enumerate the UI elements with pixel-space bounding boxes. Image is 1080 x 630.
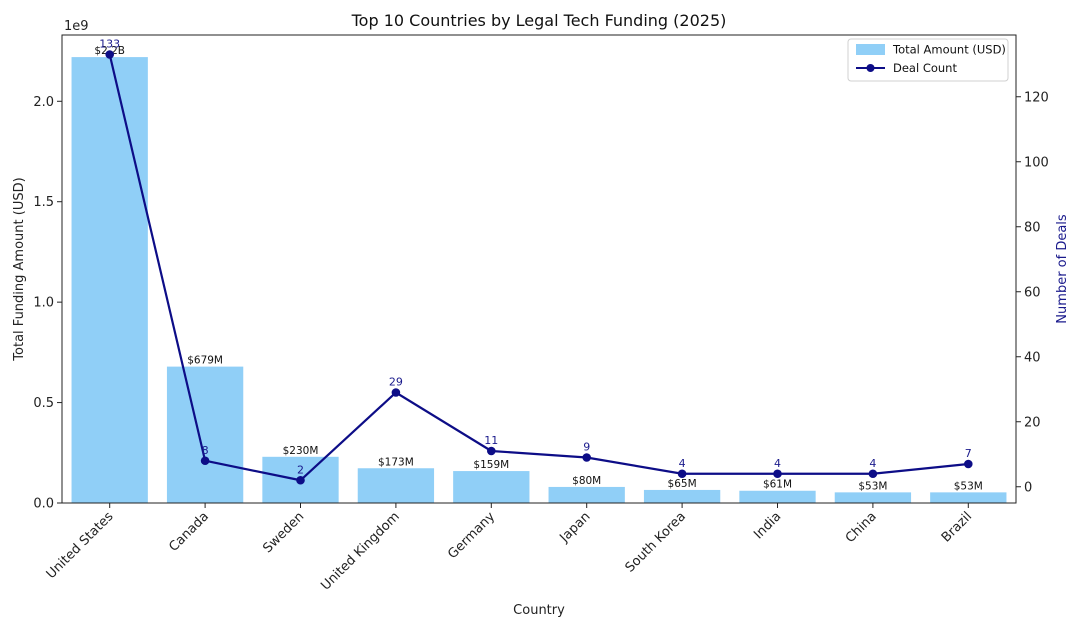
- deal-count-line-group: 133 8 2 29 11 9 4 4 4 7: [99, 38, 973, 485]
- x-tick-label: United States: [44, 509, 117, 582]
- x-tick-label: South Korea: [623, 509, 689, 575]
- deal-count-point-6: [677, 469, 687, 479]
- x-tick-label: China: [843, 509, 880, 546]
- deal-count-point-1: [200, 456, 210, 466]
- chart-title: Top 10 Countries by Legal Tech Funding (…: [351, 11, 727, 30]
- legend-entry-deal-count: Deal Count: [893, 61, 957, 75]
- x-tick-label: Sweden: [260, 509, 307, 556]
- bar-4: [453, 471, 530, 503]
- deal-count-label: 133: [99, 38, 120, 51]
- bar-value-label: $173M: [378, 456, 414, 468]
- deal-count-point-5: [582, 453, 591, 462]
- y-tick-label: 1.5: [33, 195, 54, 210]
- y2-tick-label: 0: [1024, 480, 1032, 495]
- x-tick-label: Germany: [445, 509, 498, 562]
- y-tick-label: 0.5: [33, 396, 54, 411]
- x-tick-label: United Kingdom: [318, 509, 402, 593]
- x-tick-label: India: [751, 509, 784, 542]
- bar-5: [548, 486, 625, 503]
- deal-count-label: 4: [869, 457, 876, 470]
- deal-count-label: 4: [774, 457, 781, 470]
- deal-count-point-9: [964, 459, 973, 469]
- y2-axis-label: Number of Deals: [1055, 214, 1070, 324]
- bar-value-label: $159M: [473, 459, 509, 471]
- bar-6: [643, 489, 721, 503]
- deal-count-label: 9: [583, 441, 590, 454]
- bar-value-label: $53M: [858, 480, 887, 492]
- deal-count-point-0: [105, 50, 114, 59]
- y2-tick-label: 100: [1024, 155, 1049, 170]
- deal-count-point-3: [391, 388, 401, 397]
- legend-line-marker: [866, 64, 875, 72]
- bar-labels-group: $2.2B$679M$230M$173M$159M$80M$65M$61M$53…: [94, 45, 982, 492]
- x-axis-label: Country: [513, 603, 565, 618]
- x-tick-label: Brazil: [939, 509, 975, 545]
- legend-bar-swatch: [856, 44, 885, 55]
- deal-count-point-8: [868, 469, 878, 479]
- deal-count-label: 2: [297, 463, 304, 476]
- bar-value-label: $230M: [283, 445, 319, 457]
- deal-count-label: 29: [389, 376, 403, 389]
- bar-value-label: $679M: [187, 355, 223, 367]
- y-tick-label: 0.0: [33, 497, 54, 512]
- deal-count-label: 8: [202, 444, 209, 457]
- bars-group: [71, 57, 1007, 503]
- bar-9: [930, 492, 1007, 503]
- y2-tick-label: 20: [1024, 415, 1041, 430]
- bar-1: [166, 366, 244, 503]
- deal-count-point-4: [487, 446, 496, 456]
- bar-value-label: $53M: [954, 480, 983, 492]
- deal-count-label: 11: [484, 434, 498, 447]
- deal-count-label: 4: [679, 457, 686, 470]
- bar-8: [834, 492, 912, 503]
- y-axis-offset-label: 1e9: [64, 19, 89, 34]
- bar-0: [71, 57, 148, 503]
- legend-entry-total-amount: Total Amount (USD): [892, 43, 1006, 57]
- y-tick-label: 1.0: [33, 296, 54, 311]
- y2-tick-label: 60: [1024, 285, 1041, 300]
- deal-count-point-7: [773, 469, 782, 479]
- axes-group: 0.0 0.5 1.0 1.5 2.0 0 20 40 60 80 100 120 United Sta…: [33, 34, 1049, 594]
- bar-value-label: $61M: [763, 479, 792, 491]
- x-tick-label: Canada: [166, 509, 212, 555]
- plot-frame: [61, 34, 1017, 504]
- bar-3: [357, 468, 435, 503]
- deal-count-line: [108, 54, 969, 482]
- y2-tick-label: 120: [1024, 90, 1049, 105]
- legend-box: [847, 38, 1009, 82]
- deal-count-point-2: [296, 475, 305, 485]
- y-axis-label: Total Funding Amount (USD): [12, 177, 27, 361]
- bar-value-label: $80M: [572, 475, 601, 487]
- x-tick-label: Japan: [557, 509, 594, 546]
- y2-tick-label: 40: [1024, 350, 1041, 365]
- y-tick-label: 2.0: [33, 95, 54, 110]
- deal-count-label: 7: [965, 447, 972, 460]
- bar-value-label: $65M: [668, 478, 697, 490]
- y2-tick-label: 80: [1024, 220, 1041, 235]
- legend: Total Amount (USD) Deal Count: [847, 38, 1009, 82]
- bar-7: [739, 490, 816, 503]
